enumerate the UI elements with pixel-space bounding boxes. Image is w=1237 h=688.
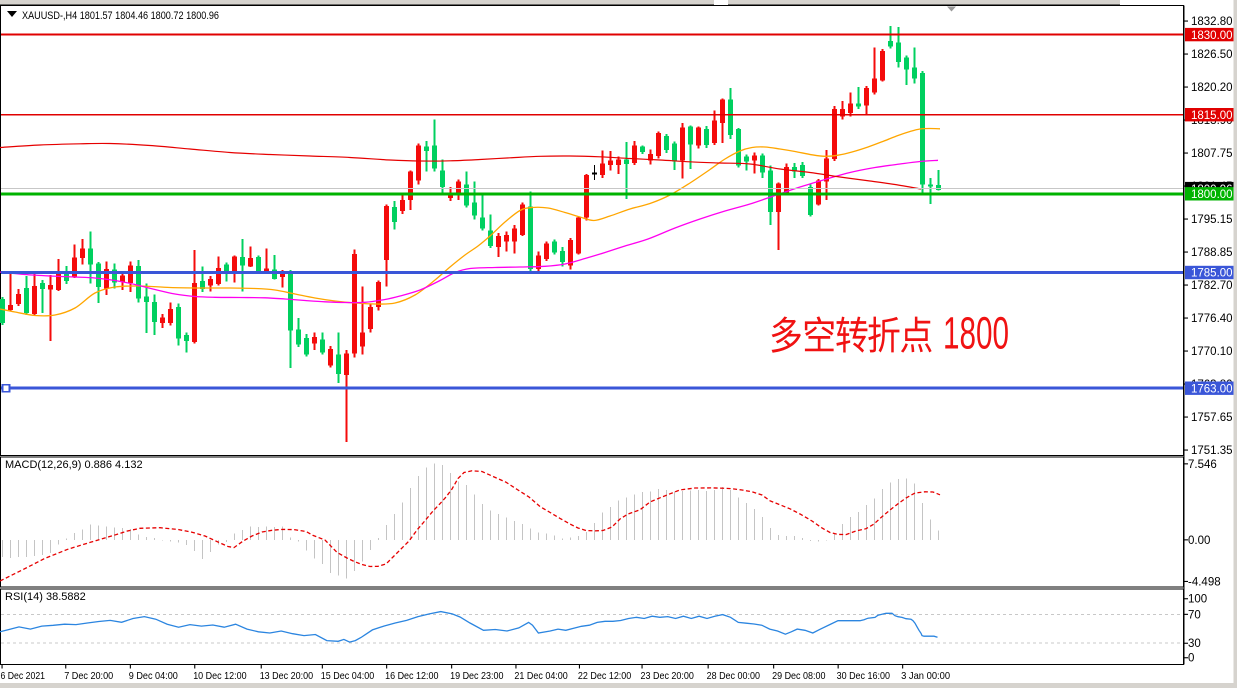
svg-text:RSI(14) 38.5882: RSI(14) 38.5882 <box>5 591 86 603</box>
svg-text:15 Dec 04:00: 15 Dec 04:00 <box>321 670 375 682</box>
svg-text:23 Dec 20:00: 23 Dec 20:00 <box>641 670 695 682</box>
svg-text:0: 0 <box>1188 653 1194 665</box>
svg-text:10 Dec 12:00: 10 Dec 12:00 <box>193 670 247 682</box>
svg-text:1770.10: 1770.10 <box>1191 346 1233 358</box>
svg-text:13 Dec 20:00: 13 Dec 20:00 <box>260 670 314 682</box>
svg-text:22 Dec 12:00: 22 Dec 12:00 <box>578 670 632 682</box>
svg-text:-4.498: -4.498 <box>1188 576 1221 588</box>
svg-text:21 Dec 04:00: 21 Dec 04:00 <box>514 670 568 682</box>
svg-text:1788.85: 1788.85 <box>1191 247 1233 259</box>
svg-text:19 Dec 23:00: 19 Dec 23:00 <box>450 670 504 682</box>
svg-text:1807.75: 1807.75 <box>1191 148 1233 160</box>
svg-text:70: 70 <box>1188 609 1201 621</box>
svg-text:16 Dec 12:00: 16 Dec 12:00 <box>385 670 439 682</box>
svg-text:XAUUSD-,H4 1801.57 1804.46 18: XAUUSD-,H4 1801.57 1804.46 1800.72 1800.… <box>22 10 219 22</box>
svg-text:30: 30 <box>1188 638 1201 650</box>
svg-text:1800: 1800 <box>943 308 1009 359</box>
svg-text:1776.40: 1776.40 <box>1191 313 1233 325</box>
svg-text:30 Dec 16:00: 30 Dec 16:00 <box>837 670 891 682</box>
svg-text:7 Dec 20:00: 7 Dec 20:00 <box>64 670 113 682</box>
svg-text:3 Jan 00:00: 3 Jan 00:00 <box>901 670 950 682</box>
svg-text:7.546: 7.546 <box>1188 459 1217 471</box>
svg-text:1751.35: 1751.35 <box>1191 445 1233 457</box>
svg-text:1800.00: 1800.00 <box>1191 189 1233 201</box>
svg-text:100: 100 <box>1188 594 1207 606</box>
svg-text:0.00: 0.00 <box>1188 535 1210 547</box>
svg-text:1763.00: 1763.00 <box>1191 383 1233 395</box>
svg-text:6 Dec 2021: 6 Dec 2021 <box>1 670 46 682</box>
svg-text:29 Dec 08:00: 29 Dec 08:00 <box>772 670 826 682</box>
svg-text:1785.00: 1785.00 <box>1191 268 1233 280</box>
svg-text:1782.70: 1782.70 <box>1191 280 1233 292</box>
svg-text:9 Dec 04:00: 9 Dec 04:00 <box>129 670 178 682</box>
svg-text:1832.80: 1832.80 <box>1191 16 1233 28</box>
svg-text:1795.15: 1795.15 <box>1191 214 1233 226</box>
svg-text:MACD(12,26,9) 0.886 4.132: MACD(12,26,9) 0.886 4.132 <box>5 459 143 471</box>
svg-text:1820.20: 1820.20 <box>1191 82 1233 94</box>
svg-text:1815.00: 1815.00 <box>1191 110 1233 122</box>
svg-text:1757.65: 1757.65 <box>1191 412 1233 424</box>
svg-text:28 Dec 00:00: 28 Dec 00:00 <box>707 670 761 682</box>
svg-text:1830.00: 1830.00 <box>1191 30 1233 42</box>
svg-text:1826.50: 1826.50 <box>1191 49 1233 61</box>
